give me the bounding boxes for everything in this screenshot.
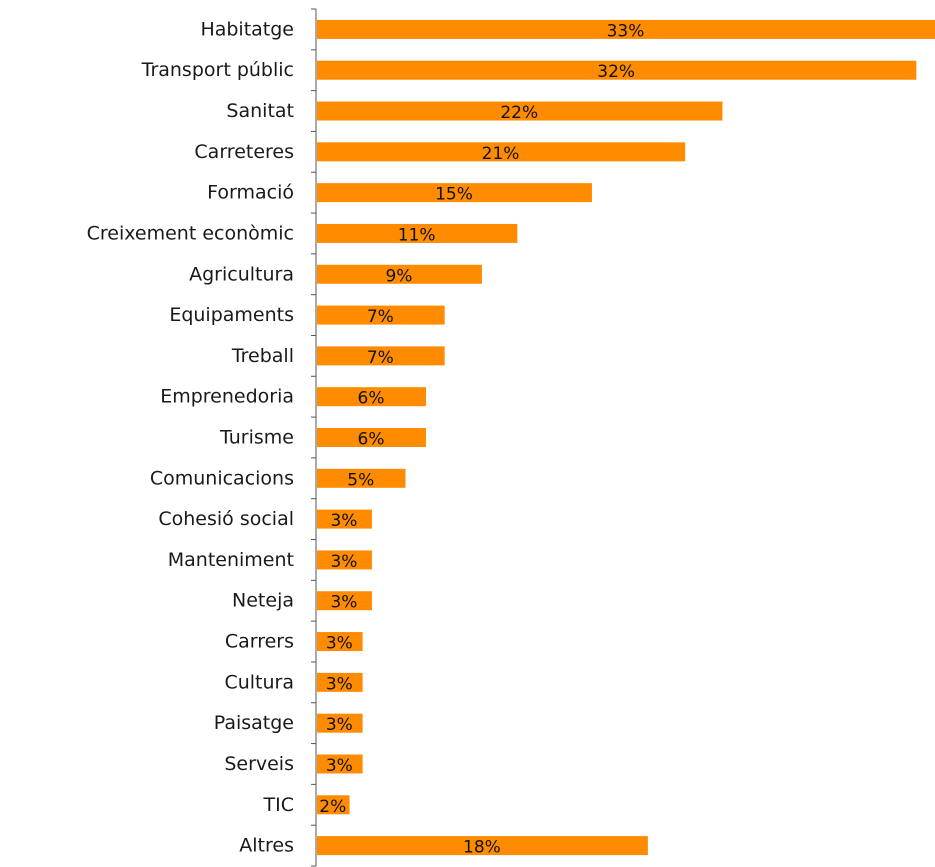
bar [317,713,363,733]
category-label: Habitatge [200,18,294,40]
value-label: 3% [326,715,353,735]
category-label: Neteja [232,590,294,612]
bar [317,305,445,325]
bars-group [317,19,935,856]
category-label: Turisme [219,427,294,449]
y-axis-ticks [311,8,316,867]
category-label: Treball [231,345,294,367]
bar [317,223,518,243]
value-label: 3% [330,552,357,572]
value-label: 7% [367,307,394,327]
bar [317,19,935,39]
category-label: Emprenedoria [160,386,294,408]
bar [317,550,372,570]
value-label: 9% [385,266,412,286]
bar [317,428,427,447]
category-label: Comunicacions [150,467,294,489]
value-label: 22% [500,103,538,123]
bar [317,142,686,162]
category-label: Carreteres [194,141,294,163]
category-label: Serveis [224,753,294,775]
category-label: TIC [263,794,294,816]
value-label: 33% [607,21,645,41]
bar [317,591,372,611]
bar [317,509,372,529]
category-label: Transport públic [141,59,294,81]
category-label: Agricultura [189,263,294,285]
category-label: Cohesió social [158,508,294,530]
category-labels-group: Habitatge Transport públic Sanitat Carreter… [87,18,294,856]
bar [317,632,363,652]
bar [317,101,723,121]
value-label: 6% [358,430,385,450]
bar [317,836,648,856]
value-label: 15% [435,185,473,205]
category-label: Creixement econòmic [87,222,294,244]
value-label: 3% [326,756,353,776]
value-label: 7% [367,348,394,368]
bar [317,672,363,692]
category-label: Carrers [225,631,294,653]
value-label: 11% [398,225,436,245]
value-label: 6% [358,389,385,409]
category-label: Cultura [224,671,294,693]
value-label: 3% [326,634,353,654]
bar [317,795,350,815]
value-label: 3% [330,593,357,613]
category-label: Equipaments [169,304,294,326]
bar [317,387,427,407]
value-label: 5% [347,470,374,490]
bar [317,183,592,203]
value-label: 18% [463,838,501,858]
bar [317,264,482,284]
value-label: 2% [319,797,346,817]
category-label: Manteniment [168,549,294,571]
bar [317,754,363,774]
bar [317,346,445,366]
bar [317,60,917,80]
category-label: Formació [207,182,294,204]
category-label: Paisatge [214,712,294,734]
value-label: 32% [597,62,635,82]
value-label: 3% [326,674,353,694]
category-label: Sanitat [226,100,294,122]
bar [317,468,406,488]
value-labels-group: 33% 32% 22% 21% 15% 11% 9% 7% 7% 6% 6% 5% 3% 3% 3% 3% 3%… [319,21,644,857]
value-label: 21% [482,144,520,164]
category-label: Altres [239,835,294,857]
value-label: 3% [330,511,357,531]
